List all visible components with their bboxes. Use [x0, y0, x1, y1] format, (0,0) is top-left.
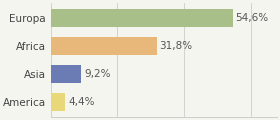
- Bar: [51, 65, 81, 83]
- Text: 31,8%: 31,8%: [159, 41, 192, 51]
- Bar: [51, 9, 233, 27]
- Bar: [51, 93, 66, 111]
- Text: 54,6%: 54,6%: [235, 13, 269, 23]
- Bar: [51, 37, 157, 55]
- Text: 9,2%: 9,2%: [84, 69, 111, 79]
- Text: 4,4%: 4,4%: [68, 97, 95, 107]
